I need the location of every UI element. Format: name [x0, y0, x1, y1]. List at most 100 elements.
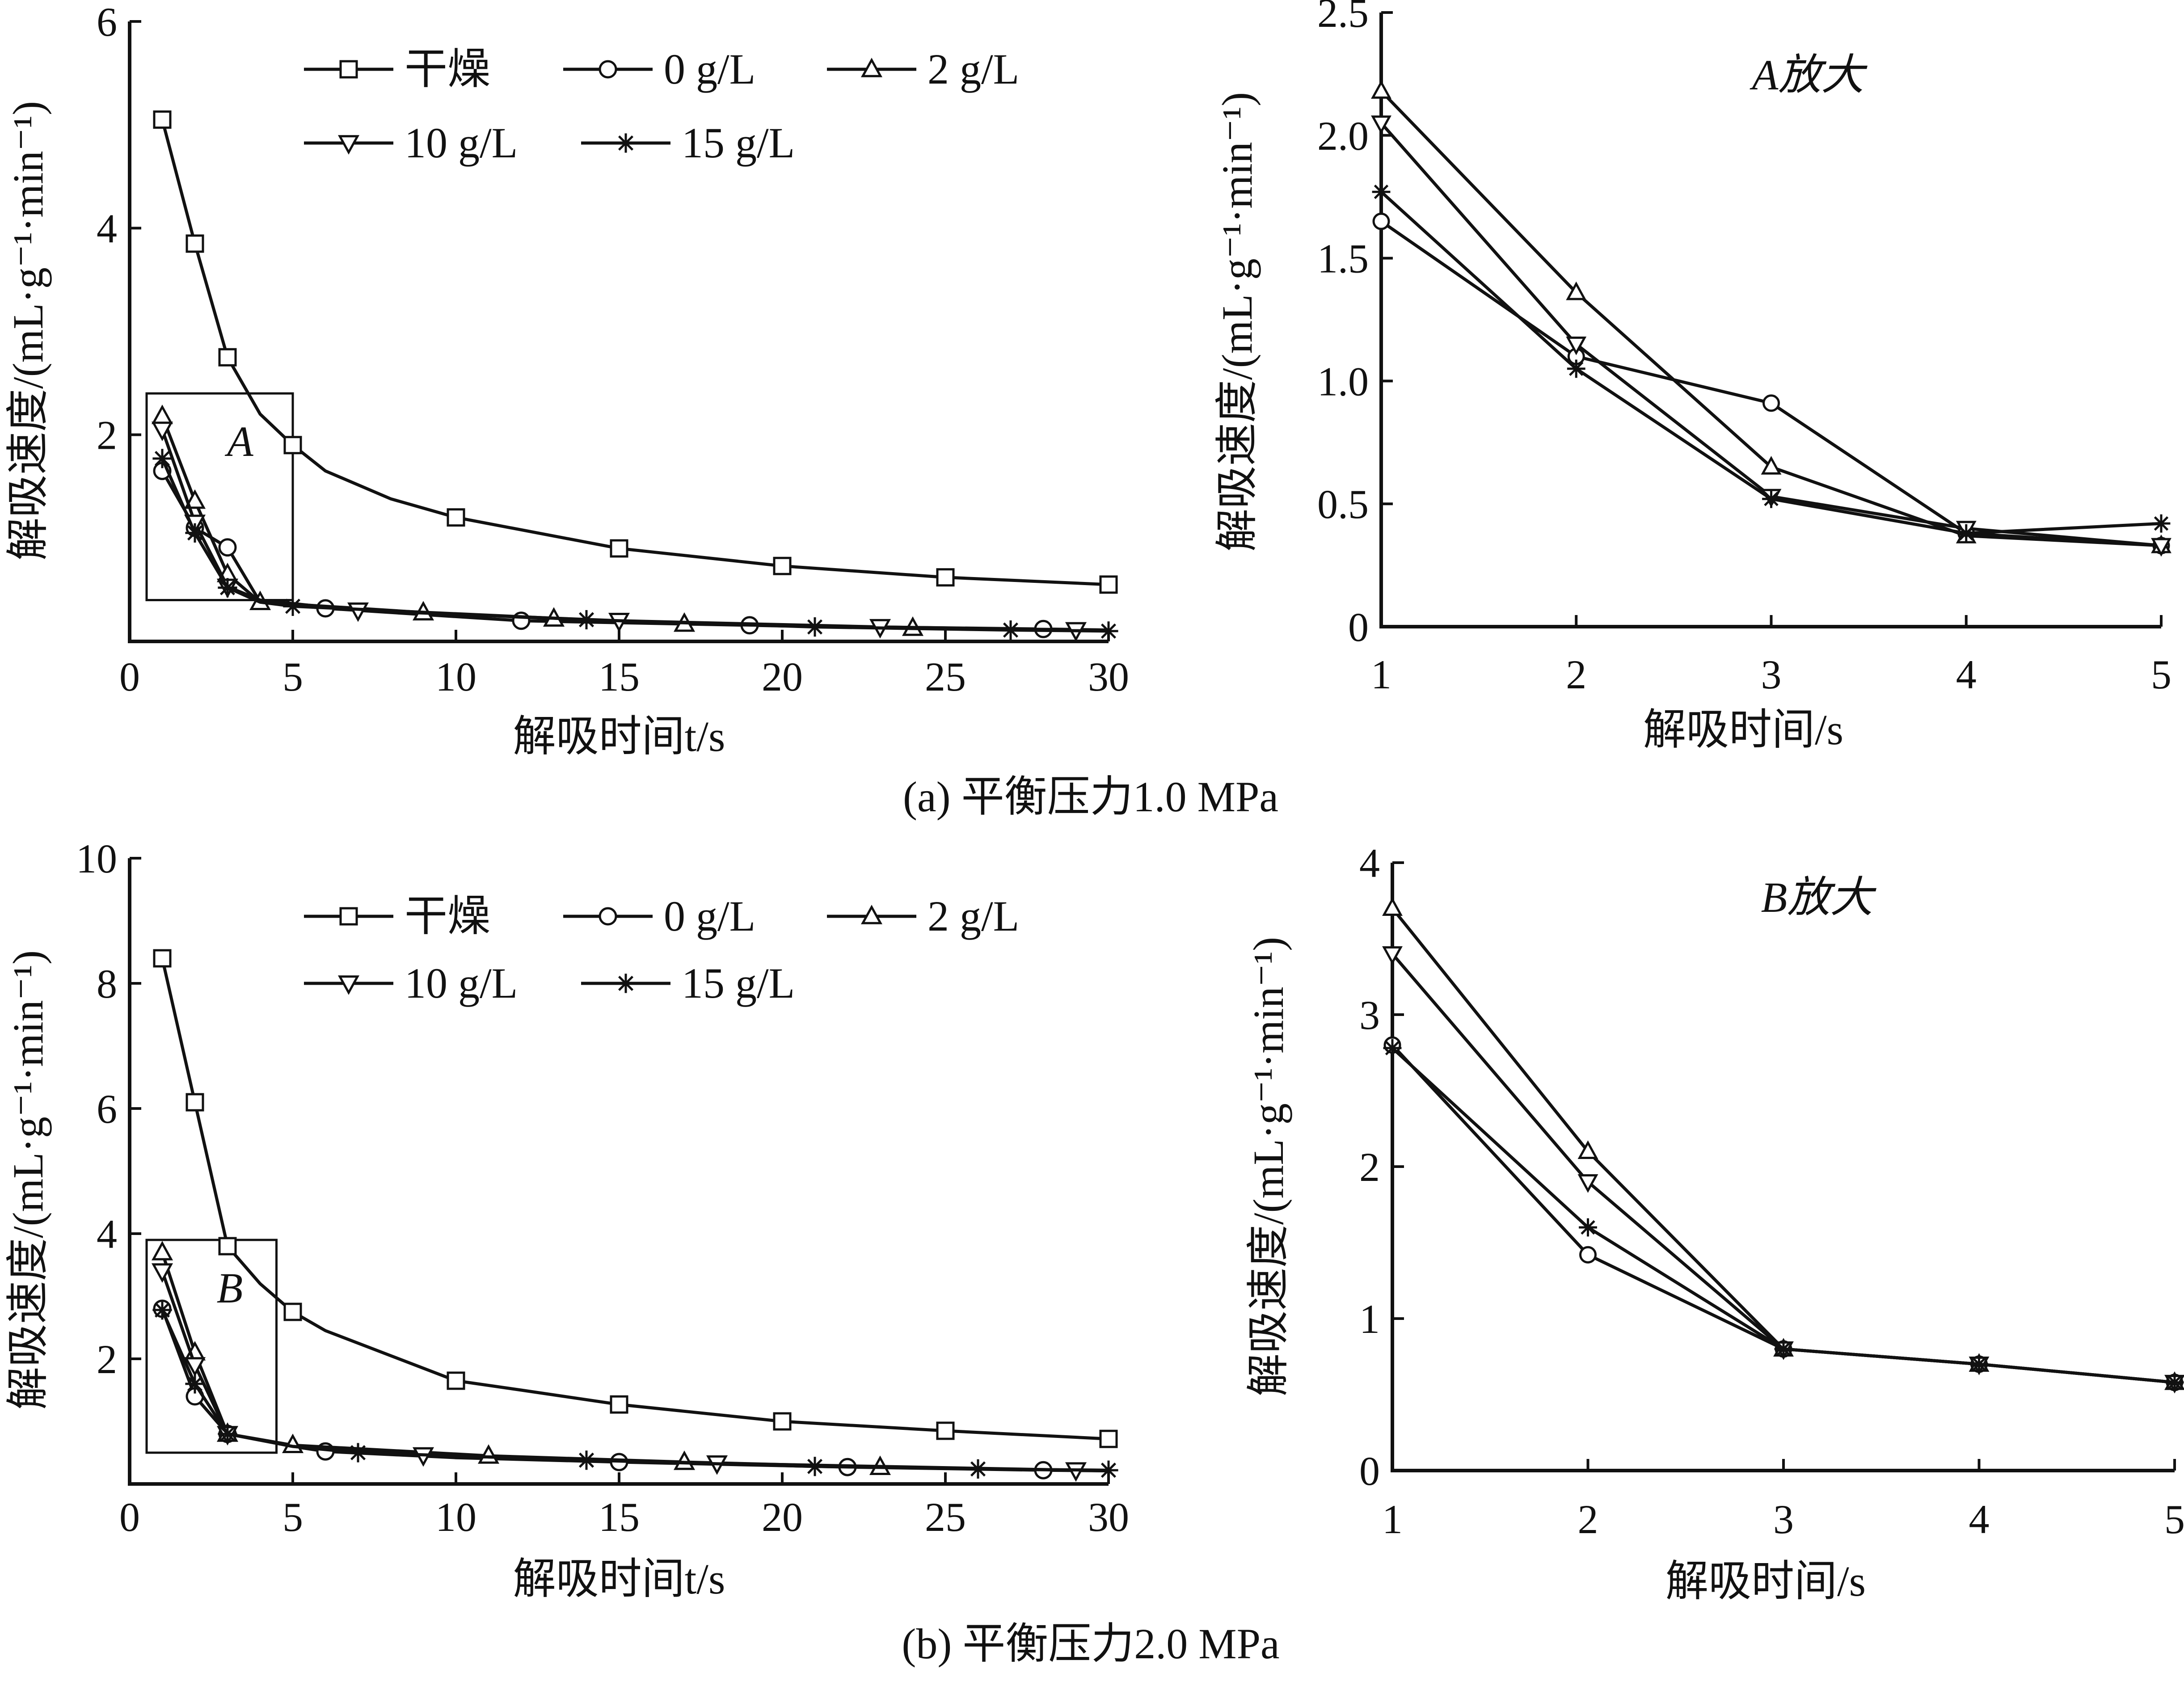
y-axis-label: 解吸速度/(mL·g⁻¹·min⁻¹): [1244, 937, 1292, 1396]
data-point: [1382, 897, 1403, 916]
series-star: [1372, 182, 2171, 543]
series-line: [1391, 1044, 2175, 1384]
data-point: [1957, 524, 1976, 543]
data-point: [936, 568, 955, 587]
legend-entry: 0 g/L: [563, 892, 755, 940]
x-tick-label: 30: [1088, 1494, 1129, 1540]
data-point: [283, 596, 303, 616]
x-tick-label: 25: [925, 654, 966, 700]
data-point: [1579, 1246, 1597, 1264]
data-point: [1577, 1174, 1598, 1193]
series-triangle-down: [1371, 115, 2171, 557]
inset-label: A: [224, 417, 253, 465]
legend-marker: [339, 907, 358, 926]
y-tick-label: 4: [97, 1211, 117, 1257]
legend-label: 2 g/L: [928, 892, 1019, 940]
inset-region-box: [145, 392, 294, 602]
data-point: [186, 1093, 204, 1112]
data-point: [283, 1302, 302, 1321]
series-square: [153, 110, 1118, 594]
series-line: [1391, 953, 2175, 1384]
legend-label: 干燥: [405, 892, 490, 940]
legend-entry: 15 g/L: [581, 119, 795, 167]
data-point: [1566, 281, 1587, 300]
data-point: [805, 1457, 825, 1476]
legend-label: 2 g/L: [928, 45, 1019, 93]
caption-b: (b) 平衡压力2.0 MPa: [902, 1620, 1279, 1668]
legend-marker: [860, 58, 883, 77]
legend-entry: 10 g/L: [304, 119, 518, 167]
legend-marker: [337, 975, 360, 995]
y-tick-label: 1.5: [1317, 236, 1369, 282]
legend-label: 干燥: [405, 45, 490, 93]
series-triangle-up: [1371, 80, 2171, 553]
data-point: [1383, 1039, 1402, 1058]
series-star: [1383, 1039, 2184, 1392]
series-line: [1380, 90, 2162, 548]
legend-entry: 2 g/L: [827, 45, 1019, 93]
legend-marker: [339, 60, 358, 79]
y-tick-label: 2: [1359, 1144, 1380, 1190]
y-tick-label: 10: [76, 836, 117, 881]
data-point: [218, 578, 237, 598]
data-point: [1372, 182, 1391, 201]
data-point: [1567, 359, 1585, 378]
legend-entry: 10 g/L: [304, 959, 518, 1007]
y-axis-label: 解吸速度/(mL·g⁻¹·min⁻¹): [4, 950, 52, 1410]
x-tick-label: 20: [762, 654, 803, 700]
data-point: [348, 1443, 368, 1463]
data-point: [1762, 489, 1780, 508]
data-point: [1371, 115, 1391, 135]
x-tick-label: 4: [1969, 1496, 1990, 1542]
data-point: [1970, 1355, 1988, 1374]
data-point: [1001, 620, 1020, 640]
data-point: [610, 539, 628, 558]
y-tick-label: 3: [1359, 992, 1380, 1038]
series-line: [160, 119, 1109, 586]
data-point: [1372, 212, 1390, 230]
x-tick-label: 5: [2164, 1496, 2184, 1542]
data-point: [577, 1450, 596, 1470]
data-point: [1382, 946, 1403, 965]
data-point: [153, 110, 172, 129]
x-tick-label: 5: [282, 654, 303, 700]
x-tick-label: 30: [1088, 654, 1129, 700]
x-tick-label: 5: [282, 1494, 303, 1540]
data-point: [1761, 456, 1782, 475]
data-point: [151, 405, 173, 424]
y-axis-label: 解吸速度/(mL·g⁻¹·min⁻¹): [4, 101, 52, 561]
data-point: [805, 617, 825, 637]
data-point: [1774, 1340, 1793, 1358]
data-point: [283, 436, 302, 455]
y-tick-label: 6: [97, 0, 117, 45]
series-line: [160, 429, 1109, 633]
series-line: [160, 415, 1109, 632]
x-tick-label: 3: [1773, 1496, 1794, 1542]
data-point: [773, 556, 792, 575]
series-line: [160, 1270, 1109, 1473]
chart-a-main: 2 4 6 0 5 10 15 20 25 30 解吸时间t/s 解吸速度/(mL·g⁻¹·min⁻¹…: [4, 0, 1129, 760]
series-line: [1391, 907, 2175, 1384]
x-tick-label: 2: [1566, 652, 1586, 697]
x-tick-label: 2: [1578, 1496, 1598, 1542]
x-tick-label: 4: [1956, 652, 1977, 697]
legend-label: 15 g/L: [682, 119, 795, 167]
data-point: [2165, 1373, 2184, 1392]
legend-entry: 干燥: [304, 892, 490, 940]
series-line: [160, 1252, 1109, 1473]
x-tick-label: 0: [119, 654, 140, 700]
legend-entry: 15 g/L: [581, 959, 795, 1007]
y-tick-label: 6: [97, 1086, 117, 1132]
data-point: [184, 1357, 206, 1377]
y-tick-label: 4: [1359, 840, 1380, 886]
legend-label: 0 g/L: [664, 892, 755, 940]
data-point: [773, 1412, 792, 1431]
x-tick-label: 1: [1382, 1496, 1403, 1542]
y-tick-label: 1.0: [1317, 358, 1369, 404]
x-tick-label: 5: [2151, 652, 2171, 697]
legend-label: 10 g/L: [405, 959, 518, 1007]
series-line: [160, 958, 1109, 1441]
y-tick-label: 8: [97, 961, 117, 1007]
data-point: [153, 949, 172, 968]
series-triangle-up: [151, 1241, 1109, 1475]
